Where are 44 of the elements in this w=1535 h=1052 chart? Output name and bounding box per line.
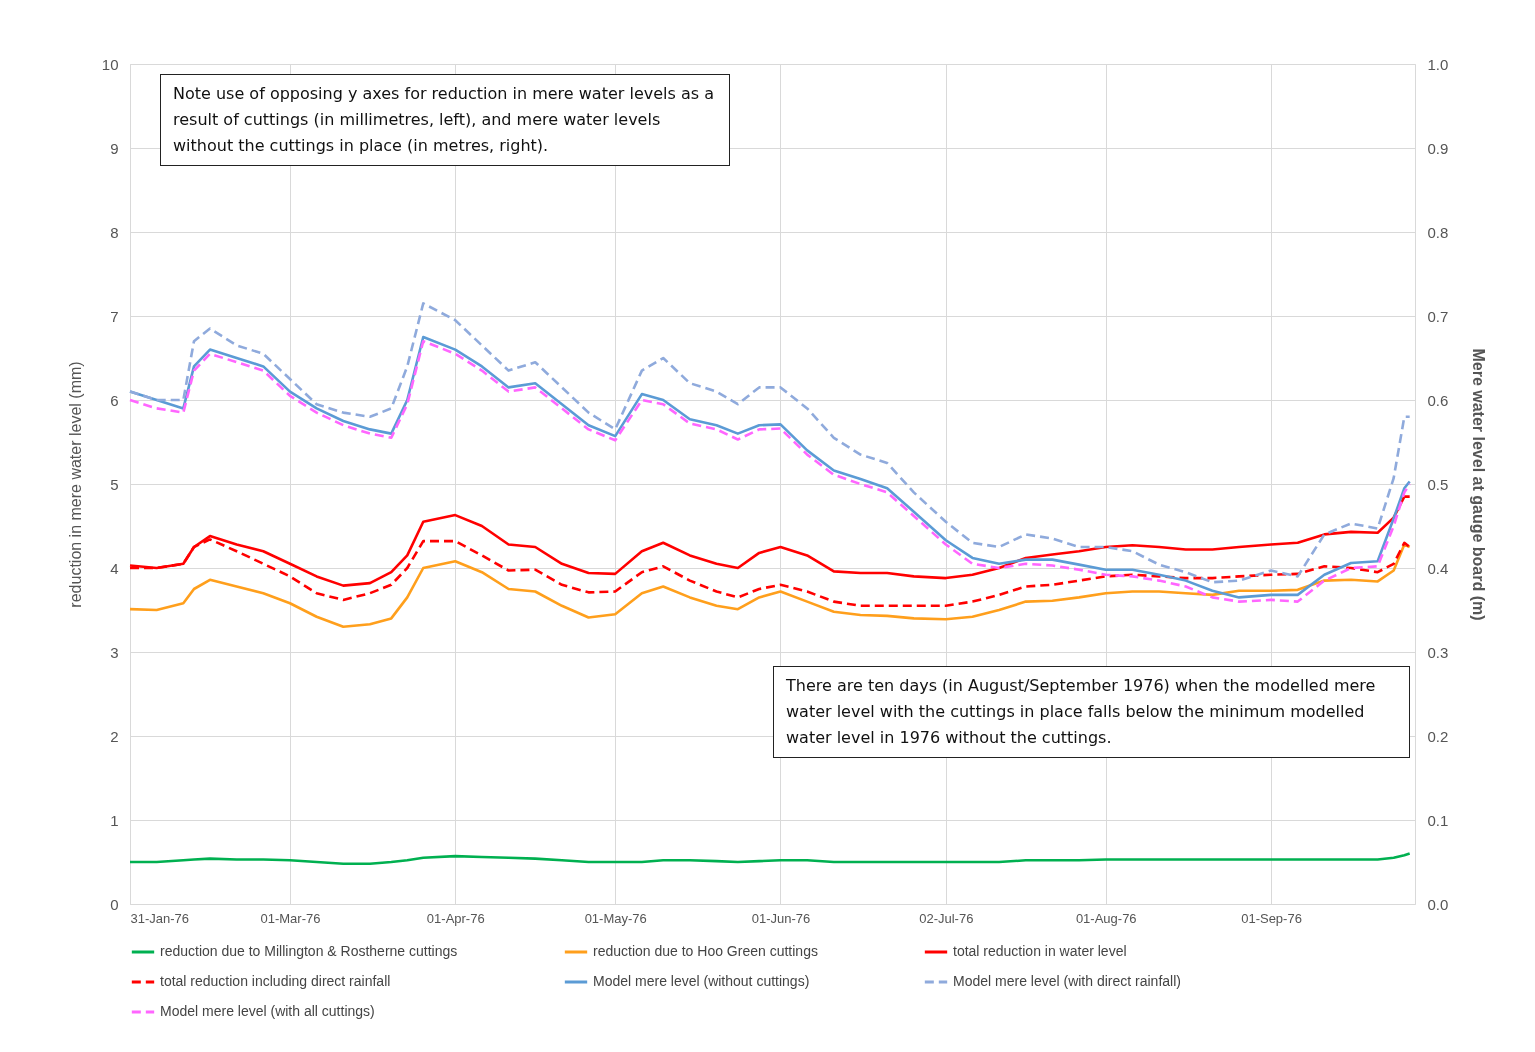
y-tick-label: 9 [110, 139, 119, 157]
y2-tick-label: 0.0 [1427, 895, 1449, 913]
y-tick-label: 10 [101, 55, 119, 73]
y2-axis-title: Mere water level at gauge board (m) [1470, 348, 1488, 621]
legend-label: Model mere level (without cuttings) [593, 973, 810, 989]
x-tick-label: 01-Jun-76 [751, 910, 811, 926]
x-tick-label: 01-Aug-76 [1075, 910, 1137, 926]
y2-tick-label: 0.7 [1427, 307, 1449, 325]
y2-tick-label: 0.2 [1427, 727, 1449, 745]
y-tick-label: 8 [110, 223, 119, 241]
x-tick-label: 01-May-76 [584, 910, 647, 926]
y-axis-title: reduction in mere water level (mm) [66, 361, 84, 608]
y-tick-label: 7 [110, 307, 119, 325]
legend-label: reduction due to Millington & Rostherne cuttings [160, 943, 458, 959]
y2-tick-label: 0.4 [1427, 559, 1449, 577]
legend-label: reduction due to Hoo Green cuttings [593, 943, 818, 959]
y2-tick-label: 0.3 [1427, 643, 1449, 661]
y-tick-label: 1 [110, 811, 119, 829]
x-tick-label: 01-Sep-76 [1241, 910, 1302, 926]
line-series [128, 302, 1411, 584]
y2-tick-label: 1.0 [1427, 55, 1449, 73]
line-series [128, 543, 1411, 629]
x-tick-label: 31-Jan-76 [130, 910, 190, 926]
legend-label: Model mere level (with all cuttings) [160, 1003, 375, 1019]
y2-tick-label: 0.1 [1427, 811, 1449, 829]
y2-tick-label: 0.6 [1427, 391, 1449, 409]
legend-label: Model mere level (with direct rainfall) [953, 973, 1181, 989]
y2-tick-label: 0.8 [1427, 223, 1449, 241]
x-tick-label: 01-Apr-76 [426, 910, 485, 926]
y-tick-label: 5 [110, 475, 119, 493]
y2-tick-label: 0.9 [1427, 139, 1449, 157]
line-series [128, 852, 1411, 865]
legend-label: total reduction including direct rainfall [160, 973, 391, 989]
y-tick-label: 2 [110, 727, 119, 745]
y2-tick-label: 0.5 [1427, 475, 1449, 493]
legend-label: total reduction in water level [953, 943, 1127, 959]
annotation: There are ten days (in August/September 1976) when the modelled mere water level with the cuttings in place falls below the minimum modelled water level in 1976 without the cuttings. [773, 666, 1410, 758]
y-tick-label: 3 [110, 643, 119, 661]
y-tick-label: 6 [110, 391, 119, 409]
annotation: Note use of opposing y axes for reduction in mere water levels as a result of cuttings (in millimetres, left), and mere water levels without the cuttings in place (in metres, right). [160, 74, 730, 166]
x-tick-label: 01-Mar-76 [260, 910, 321, 926]
x-tick-label: 02-Jul-76 [919, 910, 974, 926]
y-tick-label: 4 [110, 559, 119, 577]
y-tick-label: 0 [110, 895, 119, 913]
